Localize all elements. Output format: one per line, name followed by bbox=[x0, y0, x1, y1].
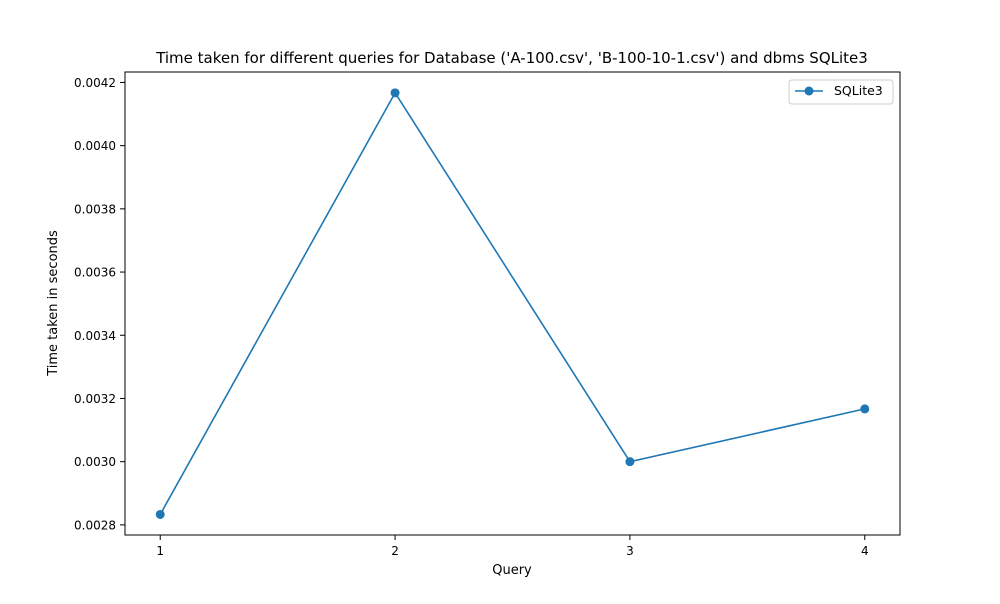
y-tick-label: 0.0028 bbox=[74, 518, 116, 532]
legend-marker-sample bbox=[804, 86, 814, 96]
chart-title: Time taken for different queries for Dat… bbox=[155, 49, 868, 67]
x-tick-label: 4 bbox=[861, 544, 869, 558]
y-axis-ticks: 0.0028 0.0030 0.0032 0.0034 0.0036 0.0038 0.00… bbox=[74, 76, 125, 532]
x-axis-label: Query bbox=[492, 563, 532, 578]
y-tick-label: 0.0030 bbox=[74, 455, 116, 469]
series-line-sqlite3 bbox=[159, 92, 865, 515]
legend: SQLite3 bbox=[788, 79, 894, 105]
y-tick-label: 0.0040 bbox=[74, 139, 116, 153]
x-tick-label: 3 bbox=[626, 544, 634, 558]
x-tick-label: 2 bbox=[391, 544, 399, 558]
y-tick-label: 0.0032 bbox=[74, 392, 116, 406]
x-axis-ticks: 1 2 3 4 bbox=[156, 535, 869, 558]
data-point bbox=[390, 88, 400, 98]
data-point bbox=[860, 404, 870, 414]
y-tick-label: 0.0042 bbox=[74, 76, 116, 90]
legend-box bbox=[788, 79, 894, 105]
data-point bbox=[625, 457, 635, 467]
y-tick-label: 0.0038 bbox=[74, 202, 116, 216]
x-tick-label: 1 bbox=[156, 544, 164, 558]
y-tick-label: 0.0034 bbox=[74, 329, 116, 343]
y-axis-label: Time taken in seconds bbox=[46, 230, 61, 377]
series-layer bbox=[155, 88, 870, 519]
y-tick-label: 0.0036 bbox=[74, 266, 116, 280]
legend-label-sqlite3: SQLite3 bbox=[834, 83, 883, 98]
axes-frame bbox=[124, 71, 901, 536]
data-point bbox=[155, 509, 165, 519]
